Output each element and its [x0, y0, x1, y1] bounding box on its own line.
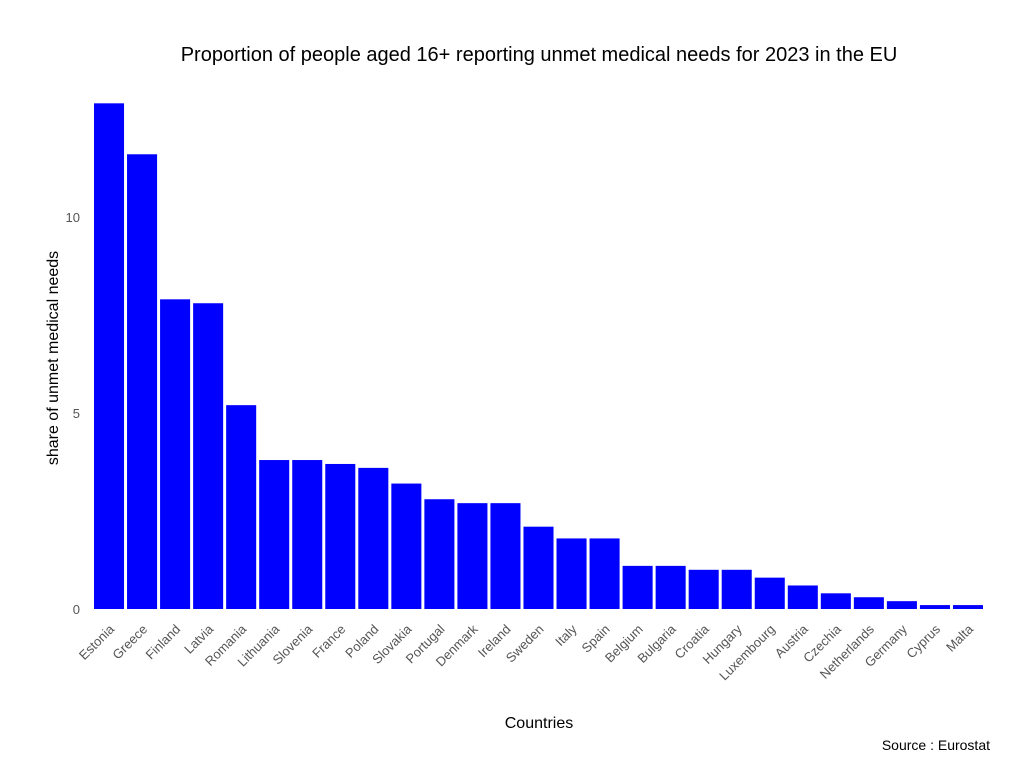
- bar-slovenia: [292, 460, 323, 609]
- bar-belgium: [622, 565, 653, 609]
- bar-hungary: [721, 569, 752, 609]
- x-tick-label: Finland: [142, 622, 183, 663]
- bar-austria: [787, 585, 818, 609]
- x-tick-label: Greece: [109, 622, 150, 663]
- bar-greece: [127, 154, 158, 609]
- bar-italy: [556, 538, 587, 609]
- bar-romania: [226, 405, 257, 609]
- bar-malta: [952, 605, 983, 609]
- bar-netherlands: [853, 597, 884, 609]
- bar-ireland: [490, 503, 521, 609]
- bar-spain: [589, 538, 620, 609]
- x-tick-label: Estonia: [76, 621, 118, 663]
- bar-sweden: [523, 526, 554, 609]
- bar-latvia: [193, 303, 224, 609]
- bar-denmark: [457, 503, 488, 609]
- bars: [94, 103, 983, 609]
- x-tick-label: Italy: [552, 621, 580, 649]
- bar-france: [325, 463, 356, 609]
- x-tick-label: France: [309, 622, 348, 661]
- bar-czechia: [820, 593, 851, 609]
- bar-poland: [358, 467, 389, 609]
- bar-cyprus: [919, 605, 950, 609]
- bar-bulgaria: [655, 565, 686, 609]
- y-axis-ticks: 0 5 10: [66, 210, 80, 617]
- bar-luxembourg: [754, 577, 785, 609]
- x-axis-ticks: EstoniaGreeceFinlandLatviaRomaniaLithuan…: [76, 621, 977, 683]
- x-tick-label: Malta: [943, 621, 977, 655]
- x-axis-title: Countries: [505, 715, 573, 732]
- bar-portugal: [424, 499, 455, 609]
- bar-slovakia: [391, 483, 422, 609]
- x-tick-label: Cyprus: [903, 621, 943, 661]
- y-tick-label: 10: [66, 210, 80, 225]
- source-caption: Source : Eurostat: [881, 737, 990, 753]
- chart-title: Proportion of people aged 16+ reporting …: [180, 44, 898, 66]
- bar-estonia: [94, 103, 125, 609]
- bar-croatia: [688, 569, 719, 609]
- y-axis-title: share of unmet medical needs: [45, 251, 62, 465]
- y-tick-label: 0: [73, 602, 80, 617]
- y-tick-label: 5: [73, 406, 80, 421]
- bar-finland: [160, 299, 191, 609]
- bar-germany: [886, 601, 917, 609]
- bar-lithuania: [259, 460, 290, 609]
